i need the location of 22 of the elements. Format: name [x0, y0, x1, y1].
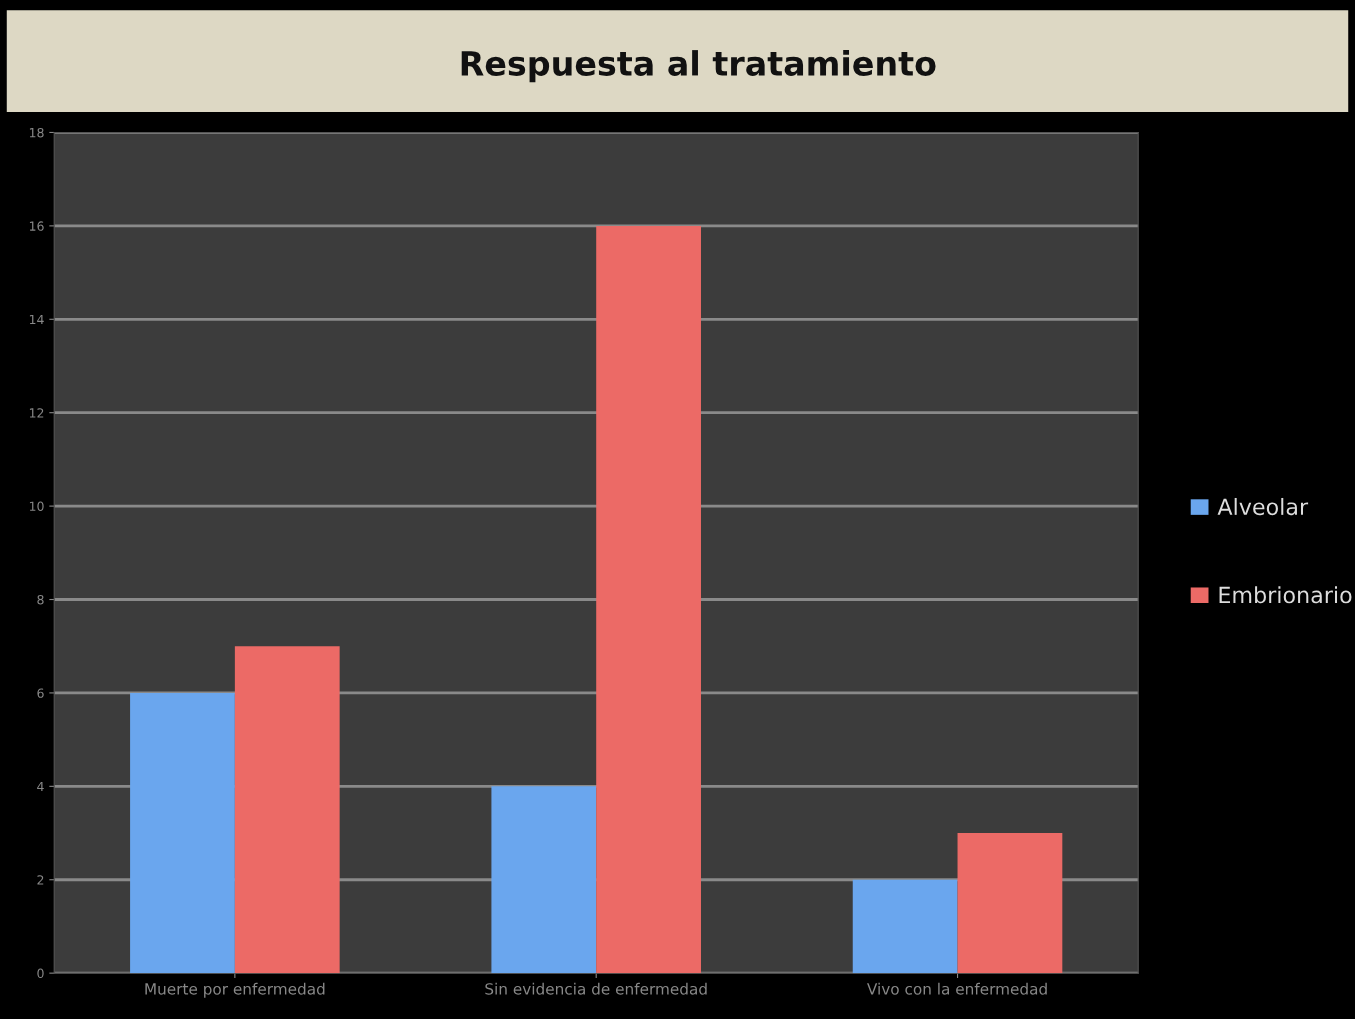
x-tick-label: Vivo con la enfermedad	[867, 982, 1047, 995]
y-tick-label: 16	[29, 221, 44, 231]
bar	[957, 833, 1063, 974]
legend-label: Alveolar	[1217, 497, 1309, 516]
legend-label: Embrionario	[1219, 586, 1352, 604]
y-tick-label: 14	[29, 314, 44, 325]
y-tick-label: 18	[29, 127, 44, 138]
y-tick-label: 0	[37, 968, 44, 979]
y-tick-label: 12	[29, 408, 44, 418]
y-tick-label: 8	[37, 594, 44, 605]
y-tick-label: 4	[37, 781, 44, 792]
bar	[491, 786, 597, 974]
y-tick-label: 6	[37, 688, 44, 698]
y-tick-label: 2	[37, 875, 44, 885]
bar	[596, 225, 701, 974]
y-tick-label: 10	[29, 501, 44, 512]
bar	[852, 879, 958, 974]
bar	[234, 646, 340, 974]
bar	[130, 692, 235, 974]
x-tick-label: Sin evidencia de enfermedad	[485, 982, 707, 995]
chart-title: Respuesta al tratamiento	[461, 50, 936, 83]
x-tick-label: Muerte por enfermedad	[145, 982, 325, 998]
